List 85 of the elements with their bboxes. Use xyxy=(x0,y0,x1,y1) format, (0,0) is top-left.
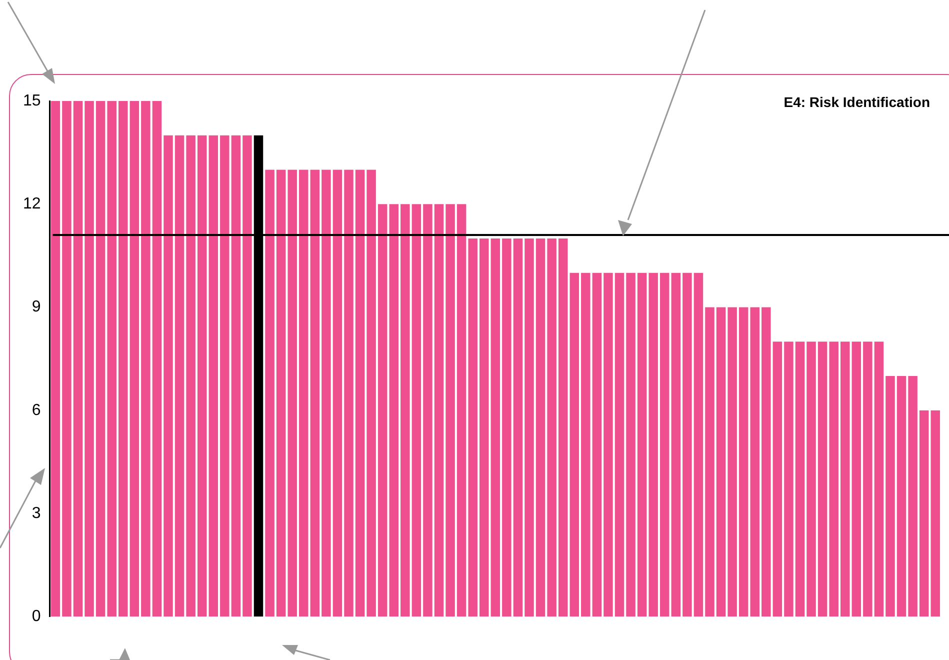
bar xyxy=(73,101,83,617)
bar xyxy=(378,204,388,617)
bar xyxy=(852,342,862,617)
bar xyxy=(231,135,241,617)
bar xyxy=(288,170,297,617)
bar xyxy=(50,101,60,617)
bar xyxy=(96,101,106,617)
bar xyxy=(536,238,546,617)
chart-title: E4: Risk Identification xyxy=(784,94,930,110)
bar xyxy=(479,238,489,617)
bar xyxy=(423,204,432,617)
bar xyxy=(762,307,771,617)
bar xyxy=(863,342,872,617)
bar xyxy=(772,342,782,617)
bar xyxy=(141,101,150,617)
bar xyxy=(513,238,523,617)
bar xyxy=(355,170,365,617)
bar xyxy=(107,101,116,617)
bar xyxy=(716,307,726,617)
bar xyxy=(298,170,308,617)
bar xyxy=(174,135,184,617)
bar xyxy=(840,342,850,617)
bar xyxy=(468,238,478,617)
bar xyxy=(626,272,636,617)
bar xyxy=(276,170,286,617)
bar xyxy=(558,238,568,617)
bar xyxy=(694,272,704,617)
bar xyxy=(896,376,906,617)
bar xyxy=(152,101,162,617)
bar xyxy=(705,307,714,617)
bar xyxy=(118,101,128,617)
bar xyxy=(412,204,422,617)
bar xyxy=(456,204,466,617)
y-tick-label: 12 xyxy=(23,196,41,213)
bar xyxy=(366,170,376,617)
bar xyxy=(886,376,895,617)
bar xyxy=(389,204,398,617)
bar xyxy=(490,238,500,617)
bar xyxy=(400,204,410,617)
y-tick-label: 3 xyxy=(32,504,41,522)
bar xyxy=(164,135,173,617)
bar xyxy=(738,307,748,617)
bar xyxy=(434,204,444,617)
bar xyxy=(637,272,647,617)
bar xyxy=(186,135,196,617)
bar xyxy=(332,170,342,617)
bar xyxy=(310,170,320,617)
bar xyxy=(265,170,274,617)
bar xyxy=(502,238,512,617)
bar xyxy=(614,272,624,617)
bar xyxy=(795,342,805,617)
bar xyxy=(220,135,230,617)
bar xyxy=(682,272,692,617)
bar xyxy=(446,204,455,617)
bar xyxy=(660,272,670,617)
bar xyxy=(322,170,331,617)
bar xyxy=(750,307,760,617)
bar xyxy=(547,238,556,617)
bar xyxy=(84,101,94,617)
bar xyxy=(829,342,838,617)
bar xyxy=(919,410,929,617)
y-tick-label: 0 xyxy=(32,608,41,626)
bar xyxy=(671,272,681,617)
bar xyxy=(570,272,579,617)
bar xyxy=(197,135,207,617)
bar xyxy=(592,272,602,617)
bar xyxy=(818,342,828,617)
bar xyxy=(648,272,658,617)
y-tick-label: 15 xyxy=(23,92,41,110)
bar xyxy=(806,342,816,617)
y-tick-label: 9 xyxy=(32,298,41,316)
bar xyxy=(242,135,252,617)
bar xyxy=(784,342,794,617)
bar xyxy=(130,101,140,617)
bar xyxy=(930,410,940,617)
bar xyxy=(604,272,613,617)
bar xyxy=(62,101,72,617)
bar xyxy=(344,170,354,617)
bar xyxy=(874,342,884,617)
bar xyxy=(728,307,737,617)
bar xyxy=(908,376,918,617)
bar xyxy=(208,135,218,617)
bar xyxy=(524,238,534,617)
bar xyxy=(581,272,590,617)
y-tick-label: 6 xyxy=(32,402,41,419)
